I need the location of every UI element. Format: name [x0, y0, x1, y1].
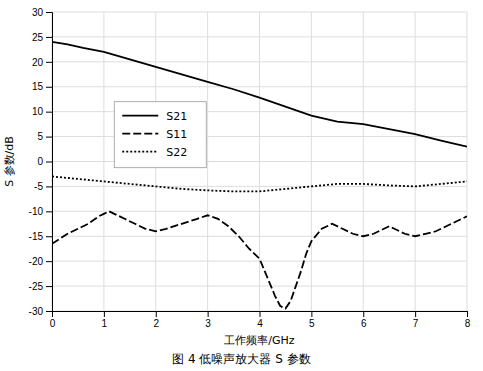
tick-label: -15 [29, 231, 44, 242]
tick: 10 [32, 106, 52, 117]
legend-swatch [122, 151, 158, 153]
plot: 0 1 2 3 4 5 6 7 8 -30 -25 -20 -15 -10 -5 0 5 10 15 20 25 30 S2… [29, 7, 471, 329]
tick-mark [467, 311, 468, 317]
tick-mark [415, 311, 416, 317]
tick: 20 [32, 57, 52, 68]
tick-label: 20 [32, 57, 44, 68]
grid-line [52, 211, 467, 212]
tick-label: -25 [29, 281, 44, 292]
legend-label: S22 [166, 146, 187, 159]
tick-mark [104, 311, 105, 317]
tick-label: 1 [102, 318, 108, 329]
legend-swatch [122, 115, 158, 117]
tick-mark [311, 311, 312, 317]
tick-mark [46, 12, 52, 13]
tick-mark [260, 311, 261, 317]
tick-label: 4 [257, 318, 263, 329]
grid-line [52, 61, 467, 62]
series-line [52, 176, 467, 191]
title: 图 4 低噪声放大器 S 参数 [172, 352, 311, 366]
tick-label: 10 [32, 106, 44, 117]
tick-mark [46, 286, 52, 287]
legend-label: S11 [166, 128, 187, 141]
tick-mark [46, 162, 52, 163]
tick-mark [46, 311, 52, 312]
x-axis: 0 1 2 3 4 5 6 7 8 [50, 311, 471, 329]
tick: 5 [37, 131, 52, 142]
tick-label: 5 [37, 131, 43, 142]
grid-line [52, 286, 467, 287]
legend-frame [114, 102, 206, 168]
axis-line [53, 312, 468, 318]
tick: 1 [102, 311, 108, 329]
tick: -30 [29, 306, 52, 317]
tick-label: 3 [205, 318, 211, 329]
tick-mark [363, 311, 364, 317]
tick: -20 [29, 256, 52, 267]
tick-label: -20 [29, 256, 44, 267]
tick: 3 [205, 311, 211, 329]
tick: 6 [361, 311, 367, 329]
grid-line [52, 86, 467, 87]
tick-label: 6 [361, 318, 367, 329]
tick-mark [46, 62, 52, 63]
legend-label: S21 [166, 110, 187, 123]
grid-line [52, 12, 467, 13]
tick: 25 [32, 32, 52, 43]
tick-label: 30 [32, 7, 44, 18]
tick-mark [156, 311, 157, 317]
tick: -15 [29, 231, 52, 242]
tick-label: -10 [29, 206, 44, 217]
x-axis-title: 工作频率/GHz [224, 334, 295, 347]
tick-label: 0 [37, 156, 43, 167]
y-axis-title: S 参数/dB [3, 136, 16, 187]
tick: 15 [32, 81, 52, 92]
grid-line [52, 36, 467, 37]
tick-label: 25 [32, 32, 44, 43]
grid-line [52, 236, 467, 237]
tick-label: 7 [413, 318, 419, 329]
tick-mark [46, 137, 52, 138]
tick: -5 [34, 181, 52, 192]
tick-mark [46, 261, 52, 262]
tick-label: 5 [309, 318, 315, 329]
tick-label: 0 [50, 318, 56, 329]
grid [52, 12, 467, 311]
chart: 0 1 2 3 4 5 6 7 8 -30 -25 -20 -15 -10 -5 0 5 10 15 20 25 30 S2… [0, 0, 483, 371]
grid-line [52, 261, 467, 262]
tick: 0 [37, 156, 52, 167]
tick: -10 [29, 206, 52, 217]
tick-label: 15 [32, 81, 44, 92]
lines [52, 42, 467, 309]
tick-mark [46, 236, 52, 237]
tick-label: -5 [34, 181, 43, 192]
axis-line [46, 13, 53, 312]
tick-label: 2 [153, 318, 159, 329]
tick: -25 [29, 281, 52, 292]
tick: 0 [50, 311, 56, 329]
tick-label: 8 [465, 318, 471, 329]
y-axis: -30 -25 -20 -15 -10 -5 0 5 10 15 20 25 30 [29, 7, 53, 317]
tick: 8 [465, 311, 471, 329]
tick: 4 [257, 311, 263, 329]
series-line [52, 211, 467, 308]
legend-swatch [122, 133, 158, 135]
tick-mark [46, 186, 52, 187]
tick-label: -30 [29, 306, 44, 317]
legend: S21 S11 S22 [114, 102, 206, 168]
tick: 2 [153, 311, 159, 329]
tick-mark [46, 211, 52, 212]
tick: 30 [32, 7, 52, 18]
tick-mark [46, 87, 52, 88]
tick-mark [46, 112, 52, 113]
tick: 5 [309, 311, 315, 329]
tick-mark [208, 311, 209, 317]
tick: 7 [413, 311, 419, 329]
tick-mark [46, 37, 52, 38]
